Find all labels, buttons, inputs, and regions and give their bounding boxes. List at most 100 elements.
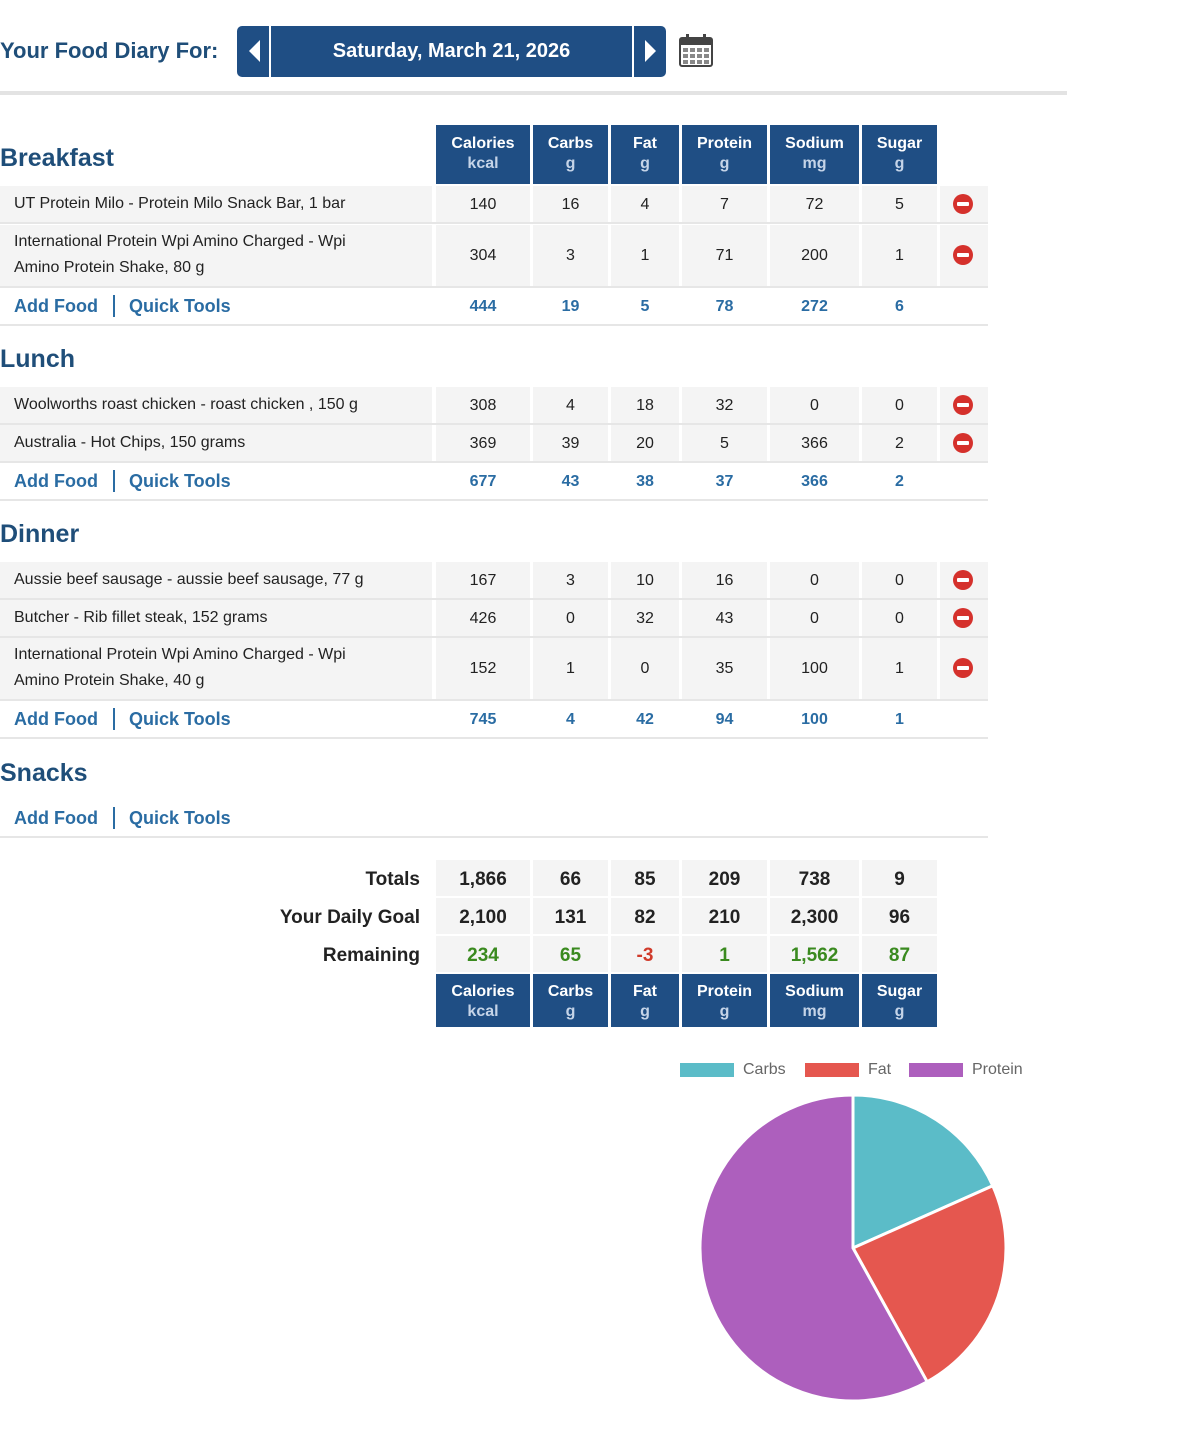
meal-title-lunch: Lunch <box>0 345 75 373</box>
delete-entry-icon[interactable] <box>953 608 973 628</box>
meal-title-snacks: Snacks <box>0 759 88 787</box>
add-food-link[interactable]: Add Food <box>14 471 98 491</box>
carbs-value: 3 <box>566 572 575 589</box>
delete-entry-icon[interactable] <box>953 395 973 415</box>
calories-value: 426 <box>469 610 497 627</box>
fat-value: 20 <box>636 435 654 452</box>
legend-label-protein[interactable]: Protein <box>972 1061 1023 1078</box>
sugar-total: 6 <box>895 298 904 315</box>
fat-total: 42 <box>636 711 654 728</box>
sugar-value: 2 <box>895 435 904 452</box>
next-day-button[interactable] <box>632 26 666 77</box>
meal-actions-row: Add Food Quick Tools 444 19 5 78 272 6 <box>0 288 988 324</box>
goal-protein: 210 <box>682 898 767 934</box>
sodium-total: 366 <box>801 473 828 490</box>
delete-entry-icon[interactable] <box>953 433 973 453</box>
food-name[interactable]: International Protein Wpi Amino Charged … <box>14 233 346 276</box>
totals-label: Totals <box>365 869 420 890</box>
quick-tools-link[interactable]: Quick Tools <box>129 709 231 729</box>
delete-entry-icon[interactable] <box>953 570 973 590</box>
col-sugar-header: Sugar g <box>862 125 937 184</box>
add-food-link[interactable]: Add Food <box>14 808 98 828</box>
col-sugar-footer: Sugar g <box>862 974 937 1027</box>
food-row: Woolworths roast chicken - roast chicken… <box>0 387 988 423</box>
sugar-value: 0 <box>895 572 904 589</box>
food-name[interactable]: Woolworths roast chicken - roast chicken… <box>14 396 358 413</box>
col-sodium-header: Sodium mg <box>770 125 859 184</box>
legend-swatch-carbs <box>680 1063 734 1077</box>
quick-tools-link[interactable]: Quick Tools <box>129 471 231 491</box>
carbs-value: 39 <box>561 435 580 452</box>
protein-total: 78 <box>715 298 734 315</box>
carbs-total: 19 <box>561 298 580 315</box>
legend-swatch-protein <box>909 1063 963 1077</box>
daily-goal-label: Your Daily Goal <box>279 907 420 928</box>
pie-slice-fat[interactable] <box>850 1183 1008 1384</box>
col-protein-header: Protein g <box>682 125 767 184</box>
macro-pie-chart <box>698 1093 1008 1403</box>
food-name[interactable]: Aussie beef sausage - aussie beef sausag… <box>14 571 364 588</box>
sodium-value: 366 <box>801 435 828 452</box>
add-food-link[interactable]: Add Food <box>14 709 98 729</box>
sugar-total: 1 <box>895 711 904 728</box>
protein-value: 35 <box>715 660 734 677</box>
col-fat-footer: Fat g <box>611 974 679 1027</box>
food-name[interactable]: UT Protein Milo - Protein Milo Snack Bar… <box>14 195 346 212</box>
sugar-value: 0 <box>895 610 904 627</box>
protein-total: 37 <box>715 473 734 490</box>
calendar-icon[interactable] <box>679 33 713 67</box>
protein-value: 7 <box>720 196 729 213</box>
add-food-link[interactable]: Add Food <box>14 296 98 316</box>
pie-slice-carbs[interactable] <box>851 1093 995 1251</box>
protein-value: 16 <box>715 572 734 589</box>
fat-total: 38 <box>636 473 654 490</box>
carbs-total: 4 <box>566 711 575 728</box>
delete-entry-icon[interactable] <box>953 658 973 678</box>
previous-day-button[interactable] <box>237 26 271 77</box>
current-date: Saturday, March 21, 2026 <box>332 40 571 62</box>
col-sodium-footer: Sodium mg <box>770 974 859 1027</box>
sugar-value: 5 <box>895 196 904 213</box>
remaining-protein: 1 <box>682 936 767 972</box>
col-calories-footer: Calories kcal <box>436 974 530 1027</box>
remaining-carbs: 65 <box>533 936 608 972</box>
legend-swatch-fat <box>805 1063 859 1077</box>
col-fat-header: Fat g <box>611 125 679 184</box>
sodium-total: 100 <box>801 711 828 728</box>
calories-value: 308 <box>469 397 497 414</box>
sodium-value: 200 <box>801 247 828 264</box>
protein-value: 71 <box>715 247 734 264</box>
delete-entry-icon[interactable] <box>953 194 973 214</box>
pie-slice-protein[interactable] <box>698 1093 930 1403</box>
remaining-sugar: 87 <box>862 936 937 972</box>
calories-value: 167 <box>469 572 497 589</box>
meal-title-breakfast: Breakfast <box>0 144 114 172</box>
protein-value: 5 <box>720 435 729 452</box>
food-name[interactable]: Butcher - Rib fillet steak, 152 grams <box>14 609 268 626</box>
food-name[interactable]: Australia - Hot Chips, 150 grams <box>14 434 246 451</box>
goal-fat: 82 <box>611 898 679 934</box>
quick-tools-link[interactable]: Quick Tools <box>129 808 231 828</box>
sugar-value: 0 <box>895 397 904 414</box>
sodium-value: 0 <box>810 610 819 627</box>
food-name[interactable]: International Protein Wpi Amino Charged … <box>14 646 346 689</box>
legend-label-fat[interactable]: Fat <box>868 1061 892 1078</box>
diary-header: Your Food Diary For: Saturday, March 21,… <box>0 0 1179 96</box>
carbs-value: 1 <box>566 660 575 677</box>
header-divider <box>0 91 1067 95</box>
goal-sodium: 2,300 <box>770 898 859 934</box>
total-sugar: 9 <box>862 860 937 896</box>
meal-title-dinner: Dinner <box>0 520 80 548</box>
page-title: Your Food Diary For: <box>0 38 219 63</box>
legend-label-carbs[interactable]: Carbs <box>743 1061 786 1078</box>
date-navigator: Saturday, March 21, 2026 <box>237 26 666 77</box>
quick-tools-link[interactable]: Quick Tools <box>129 296 231 316</box>
calories-total: 677 <box>469 473 497 490</box>
sodium-value: 0 <box>810 572 819 589</box>
goal-calories: 2,100 <box>436 898 530 934</box>
delete-entry-icon[interactable] <box>953 245 973 265</box>
calories-value: 140 <box>469 196 497 213</box>
protein-value: 43 <box>715 610 734 627</box>
fat-value: 0 <box>640 660 650 677</box>
fat-value: 18 <box>636 397 654 414</box>
